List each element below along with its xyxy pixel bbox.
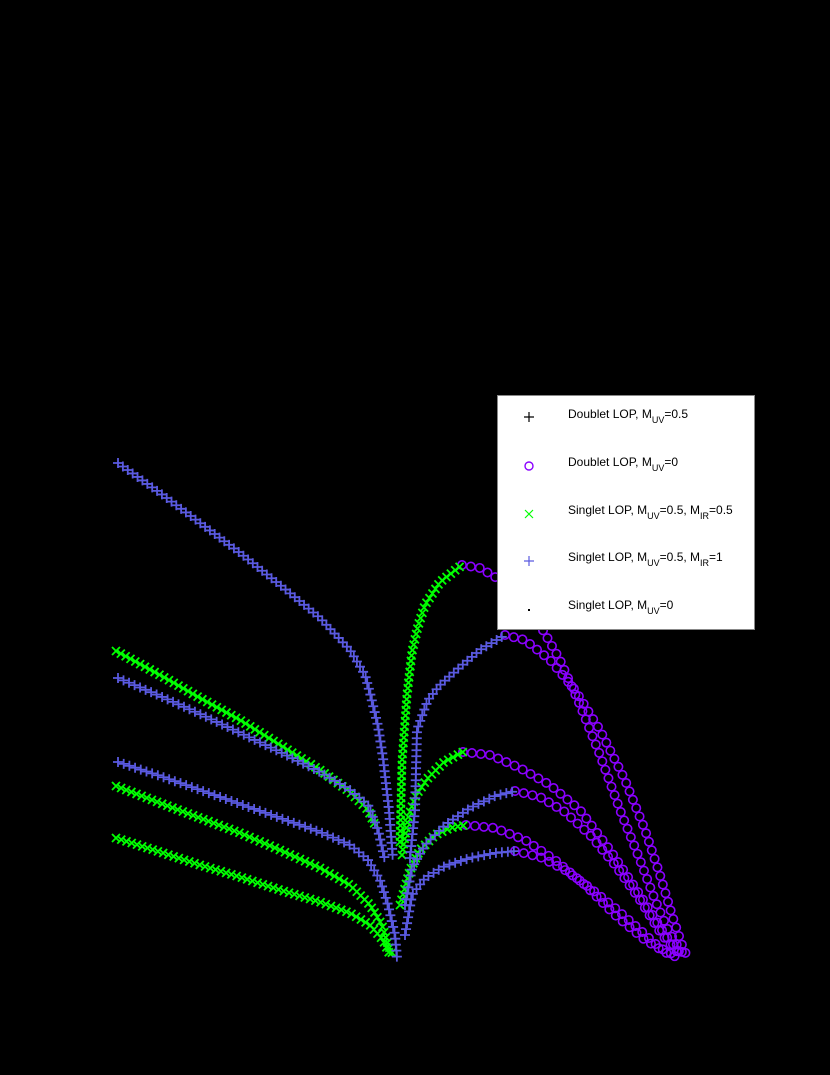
legend-item-singlet-muv-0: Singlet LOP, MUV=0 <box>498 597 754 621</box>
legend-item-singlet-muv-0-5-mir-1: Singlet LOP, MUV=0.5, MIR=1 <box>498 549 754 573</box>
legend-label: Singlet LOP, MUV=0.5, MIR=1 <box>568 550 723 568</box>
plus-marker-icon <box>524 412 534 422</box>
cross-marker-icon <box>524 509 534 519</box>
circle-marker-icon <box>524 461 534 471</box>
series-singlet-lop-m-uv-0-5-m-ir-1 <box>113 458 519 962</box>
data-series-layer <box>111 458 691 962</box>
legend-label: Singlet LOP, MUV=0.5, MIR=0.5 <box>568 503 733 521</box>
legend-label: Doublet LOP, MUV=0 <box>568 455 679 473</box>
legend-label: Doublet LOP, MUV=0.5 <box>568 407 689 425</box>
legend: Doublet LOP, MUV=0.5 Doublet LOP, MUV=0 … <box>497 395 755 630</box>
legend-item-singlet-muv-0-5-mir-0-5: Singlet LOP, MUV=0.5, MIR=0.5 <box>498 502 754 526</box>
legend-label: Singlet LOP, MUV=0 <box>568 598 674 616</box>
legend-item-doublet-muv-0-5: Doublet LOP, MUV=0.5 <box>498 406 754 430</box>
series-singlet-lop-m-uv-0-5-m-ir-0-5 <box>111 562 468 958</box>
legend-item-doublet-muv-0: Doublet LOP, MUV=0 <box>498 454 754 478</box>
dot-marker-icon <box>528 609 530 611</box>
plus-marker-icon <box>524 556 534 566</box>
